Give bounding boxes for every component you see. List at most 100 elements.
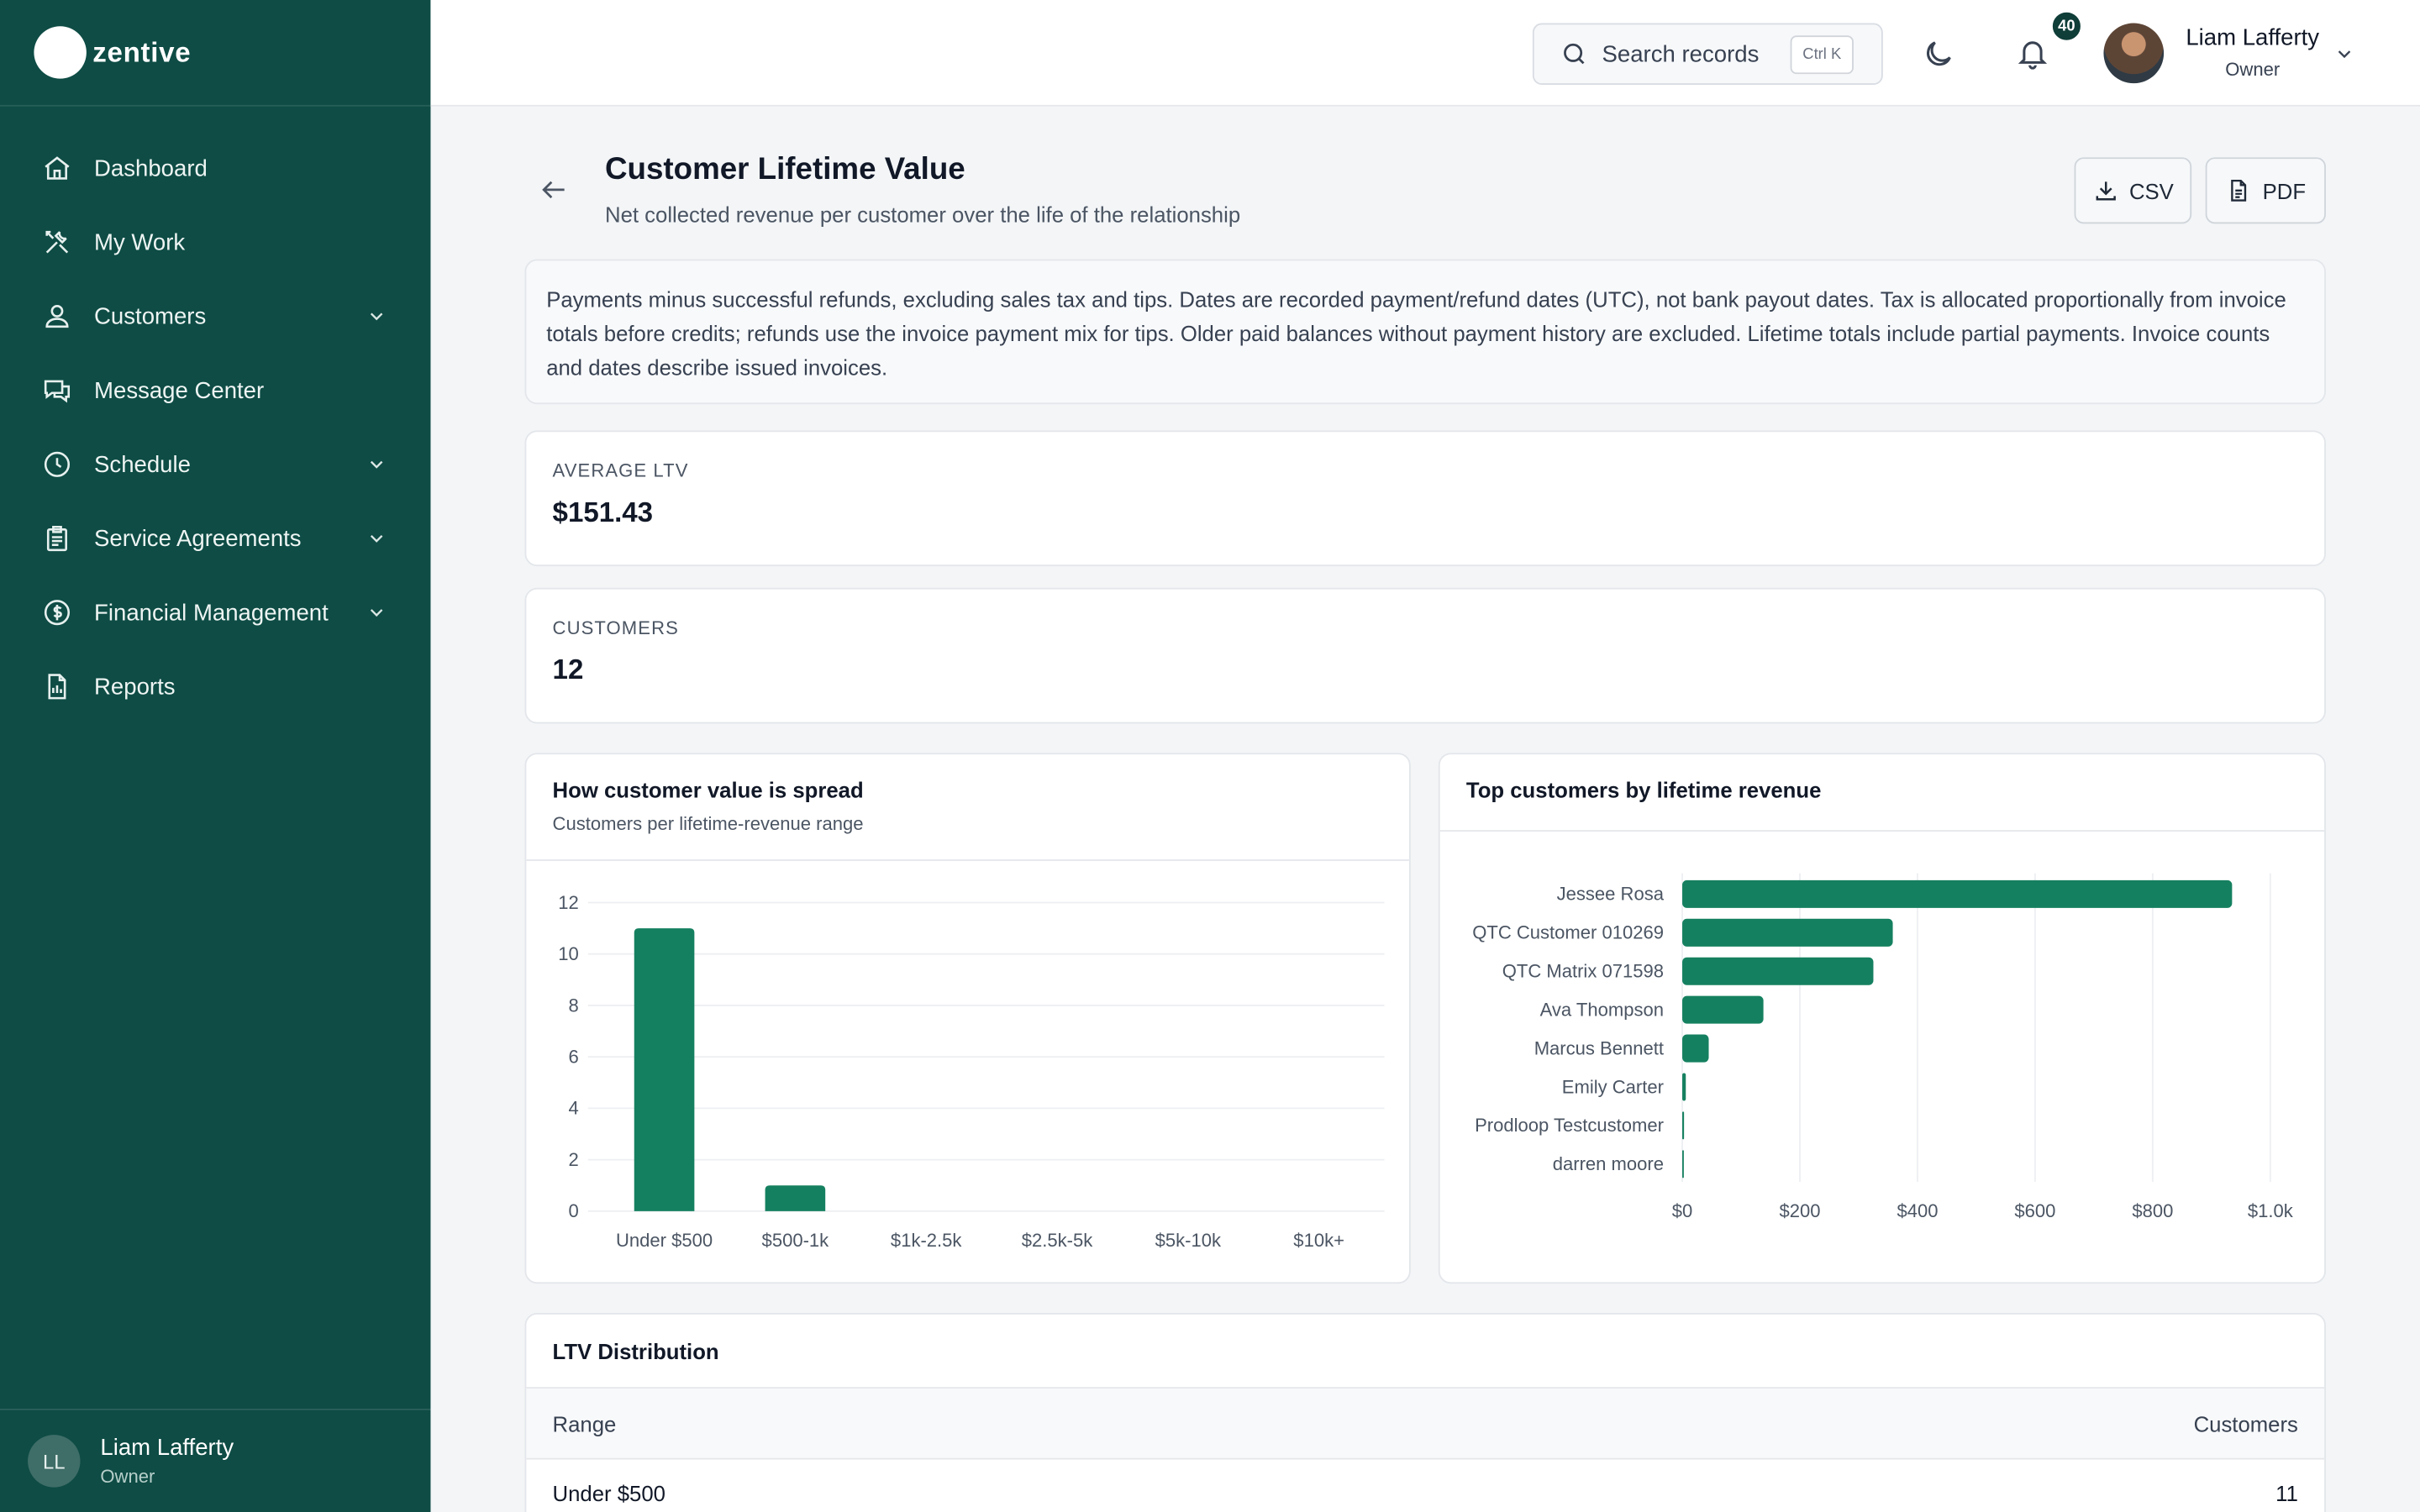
avatar[interactable] (2103, 23, 2165, 84)
stat-label: AVERAGE LTV (552, 459, 689, 482)
y-tick-label: 8 (569, 995, 579, 1016)
spread-chart: 0 2 4 6 8 10 12 Under $500 $500-1k $1k-2.5k $2.5k-… (558, 892, 1385, 1251)
bell-icon[interactable] (2016, 37, 2049, 71)
search-icon (1560, 40, 1588, 68)
sidebar-item-dashboard[interactable]: Dashboard (0, 131, 430, 205)
table-header: Range Customers (526, 1389, 2325, 1460)
dollar-icon (40, 596, 74, 629)
x-tick-label: $10k+ (1293, 1230, 1344, 1251)
download-icon (2092, 177, 2118, 203)
bar (1682, 957, 1874, 985)
moon-icon[interactable] (1922, 37, 1955, 71)
y-tick-label: 4 (569, 1098, 579, 1119)
sidebar-user-role: Owner (100, 1465, 155, 1488)
top-customers-chart-card: Top customers by lifetime revenue $0 $200… (1438, 753, 2326, 1284)
top-customers-chart: $0 $200 $400 $600 $800 $1.0k Jessee Rosa QTC Cu… (1472, 873, 2294, 1221)
bar (765, 1185, 826, 1211)
spread-chart-card: How customer value is spread Customers p… (524, 753, 1411, 1284)
column-header-range[interactable]: Range (552, 1410, 617, 1436)
sidebar-item-financial-management[interactable]: Financial Management (0, 575, 430, 649)
chart-title: Top customers by lifetime revenue (1465, 777, 1822, 803)
bar (1682, 1111, 1685, 1140)
ltv-distribution-table: LTV Distribution Range Customers Under $… (524, 1313, 2326, 1512)
users-icon (40, 299, 74, 333)
brand[interactable]: zentive (0, 0, 431, 107)
back-arrow-icon[interactable] (539, 175, 570, 206)
bar (634, 928, 695, 1211)
chevron-down-icon (366, 601, 387, 623)
chevron-down-icon (366, 528, 387, 549)
y-tick-label: 0 (569, 1200, 579, 1221)
bar (1682, 1073, 1686, 1101)
y-tick-label: 12 (558, 892, 579, 913)
export-pdf-button[interactable]: PDF (2205, 157, 2326, 224)
chart-subtitle: Customers per lifetime-revenue range (552, 812, 864, 835)
y-tick-label: Jessee Rosa (1557, 884, 1665, 905)
export-csv-button[interactable]: CSV (2074, 157, 2192, 224)
average-ltv-card: AVERAGE LTV $151.43 (524, 430, 2326, 567)
stat-value: 12 (552, 654, 584, 685)
sidebar-item-label: Reports (94, 673, 176, 700)
user-name: Liam Lafferty (2186, 24, 2320, 51)
sidebar-item-schedule[interactable]: Schedule (0, 428, 430, 501)
search-shortcut: Ctrl K (1790, 35, 1854, 75)
sidebar-item-customers[interactable]: Customers (0, 279, 430, 353)
sidebar-item-label: Schedule (94, 451, 191, 478)
y-tick-label: QTC Customer 010269 (1472, 922, 1664, 943)
sidebar-user[interactable]: LL Liam Lafferty Owner (0, 1408, 431, 1512)
x-tick-label: $1k-2.5k (891, 1230, 962, 1251)
avatar: LL (28, 1435, 81, 1488)
y-tick-label: Ava Thompson (1540, 999, 1664, 1020)
table-row[interactable]: Under $500 11 (526, 1460, 2324, 1512)
x-tick-label: $800 (2132, 1200, 2173, 1221)
y-tick-label: 6 (569, 1047, 579, 1068)
sidebar-item-label: Financial Management (94, 599, 329, 626)
sidebar-item-label: Service Agreements (94, 525, 302, 552)
sidebar-nav: Dashboard My Work Customers (0, 107, 430, 724)
customers-card: CUSTOMERS 12 (524, 587, 2326, 724)
sidebar-user-name: Liam Lafferty (100, 1435, 234, 1462)
bar (1682, 918, 1893, 947)
methodology-note: Payments minus successful refunds, exclu… (524, 259, 2326, 405)
x-tick-label: $0 (1672, 1200, 1693, 1221)
y-tick-label: Marcus Bennett (1534, 1037, 1664, 1058)
x-tick-label: $600 (2014, 1200, 2055, 1221)
y-tick-label: Prodloop Testcustomer (1475, 1115, 1664, 1136)
chart-title: How customer value is spread (552, 777, 864, 803)
stat-value: $151.43 (552, 496, 654, 528)
tools-icon (40, 225, 74, 259)
stat-label: CUSTOMERS (552, 617, 679, 639)
page-title: Customer Lifetime Value (605, 152, 965, 187)
cell-range: Under $500 (552, 1481, 666, 1506)
sidebar-item-message-center[interactable]: Message Center (0, 354, 430, 428)
notification-badge: 40 (2049, 9, 2084, 44)
bar (1682, 1034, 1709, 1063)
document-icon (40, 669, 74, 703)
chevron-down-icon (366, 454, 387, 475)
csv-label: CSV (2128, 178, 2174, 203)
y-tick-label: Emily Carter (1562, 1076, 1664, 1097)
user-menu[interactable]: Liam Lafferty Owner (2179, 24, 2325, 80)
sidebar-item-my-work[interactable]: My Work (0, 205, 430, 279)
x-tick-label: $500-1k (762, 1230, 830, 1251)
sidebar-item-label: My Work (94, 228, 186, 255)
chevron-down-icon[interactable] (2333, 43, 2355, 65)
x-tick-label: $200 (1779, 1200, 1820, 1221)
sidebar-item-label: Customers (94, 302, 207, 330)
x-tick-label: $5k-10k (1155, 1230, 1222, 1251)
cell-customers: 11 (2275, 1481, 2298, 1506)
bar (1682, 995, 1764, 1024)
home-icon (40, 151, 74, 185)
topbar: Search records Ctrl K 40 Liam Lafferty O… (430, 0, 2420, 107)
brand-logo (34, 26, 87, 79)
sidebar-item-service-agreements[interactable]: Service Agreements (0, 501, 430, 575)
sidebar-item-reports[interactable]: Reports (0, 649, 430, 723)
clipboard-icon (40, 522, 74, 555)
brand-name: zentive (92, 36, 192, 67)
column-header-customers[interactable]: Customers (2193, 1410, 2298, 1436)
y-tick-label: 2 (569, 1149, 579, 1170)
y-tick-label: QTC Matrix 071598 (1502, 961, 1664, 982)
search-input[interactable]: Search records Ctrl K (1532, 23, 1883, 86)
chat-icon (40, 373, 74, 407)
